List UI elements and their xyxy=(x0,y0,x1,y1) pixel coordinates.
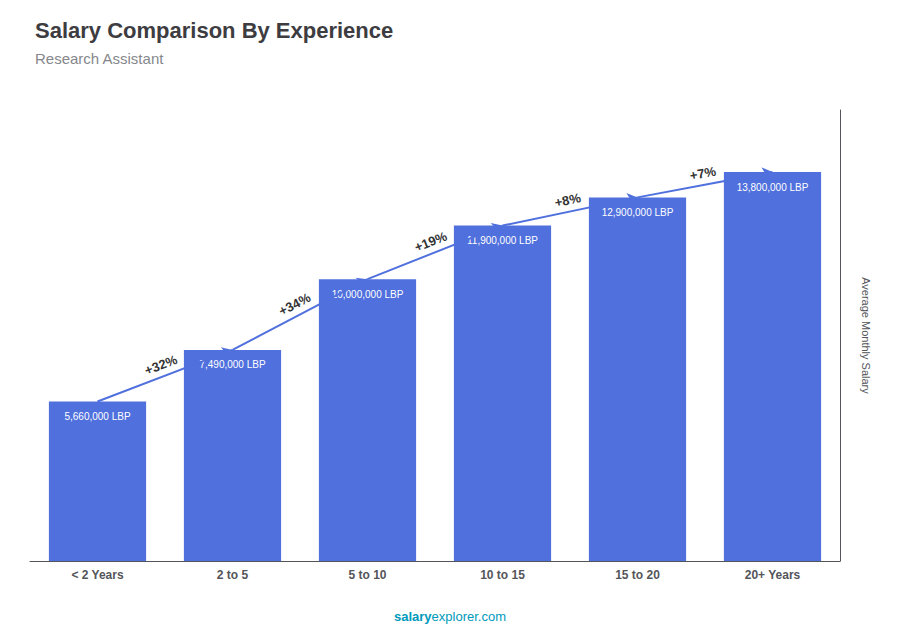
svg-text:10 to 15: 10 to 15 xyxy=(480,568,525,582)
svg-text:salary: salary xyxy=(394,609,432,624)
svg-text:explorer.com: explorer.com xyxy=(432,609,506,624)
svg-text:Salary Comparison By Experienc: Salary Comparison By Experience xyxy=(35,18,393,43)
svg-text:+34%: +34% xyxy=(276,290,313,319)
svg-text:15 to 20: 15 to 20 xyxy=(615,568,660,582)
svg-text:+32%: +32% xyxy=(143,352,180,378)
svg-text:Average Monthly Salary: Average Monthly Salary xyxy=(860,277,872,394)
svg-text:5 to 10: 5 to 10 xyxy=(348,568,386,582)
svg-text:Research Assistant: Research Assistant xyxy=(35,50,164,67)
svg-text:5,660,000 LBP: 5,660,000 LBP xyxy=(64,411,130,422)
svg-text:11,900,000 LBP: 11,900,000 LBP xyxy=(467,235,538,246)
svg-text:+19%: +19% xyxy=(412,228,449,255)
svg-text:13,800,000 LBP: 13,800,000 LBP xyxy=(737,182,809,193)
svg-text:12,900,000 LBP: 12,900,000 LBP xyxy=(602,207,674,218)
svg-text:< 2 Years: < 2 Years xyxy=(71,568,123,582)
svg-text:10,000,000 LBP: 10,000,000 LBP xyxy=(332,289,404,300)
svg-text:+7%: +7% xyxy=(689,164,718,184)
svg-text:7,490,000 LBP: 7,490,000 LBP xyxy=(199,359,265,370)
svg-text:2 to 5: 2 to 5 xyxy=(217,568,249,582)
svg-text:+8%: +8% xyxy=(553,190,582,210)
svg-text:20+ Years: 20+ Years xyxy=(745,568,801,582)
